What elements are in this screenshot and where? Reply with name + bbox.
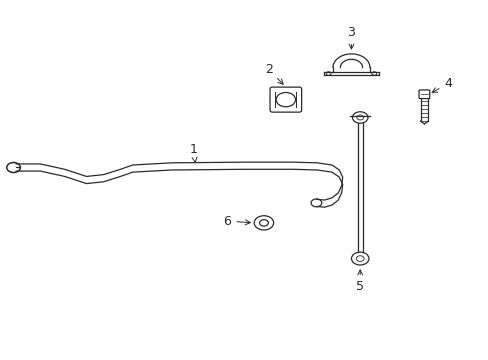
Text: 3: 3 <box>347 26 355 49</box>
Text: 2: 2 <box>264 63 283 84</box>
Text: 5: 5 <box>355 270 364 293</box>
Text: 1: 1 <box>189 143 197 162</box>
Text: 4: 4 <box>431 77 451 93</box>
Text: 6: 6 <box>223 215 250 228</box>
